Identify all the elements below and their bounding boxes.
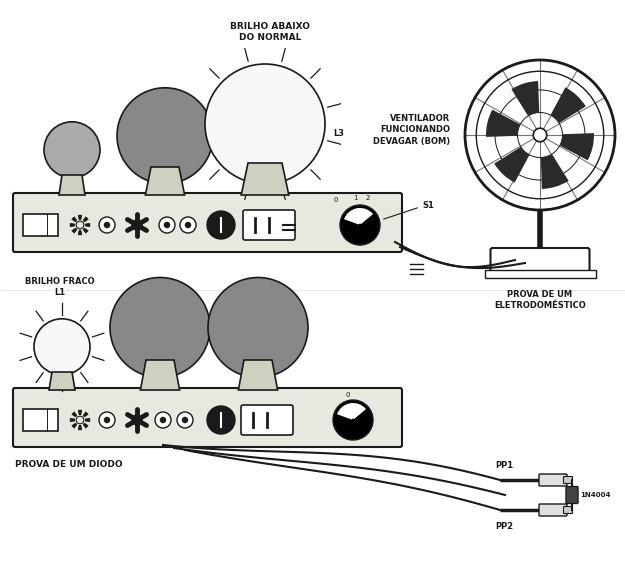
Wedge shape	[486, 109, 520, 137]
Text: PP2: PP2	[495, 522, 513, 531]
Polygon shape	[86, 418, 90, 422]
Circle shape	[132, 415, 142, 425]
Circle shape	[359, 223, 361, 226]
Polygon shape	[78, 410, 82, 415]
Circle shape	[159, 217, 175, 233]
Circle shape	[34, 319, 90, 375]
Circle shape	[99, 217, 115, 233]
Wedge shape	[494, 147, 529, 183]
Bar	[484, 270, 596, 278]
Polygon shape	[83, 423, 88, 428]
FancyBboxPatch shape	[564, 507, 572, 513]
Circle shape	[205, 64, 325, 184]
Polygon shape	[49, 372, 75, 390]
Polygon shape	[78, 425, 82, 430]
Text: PROVA DE UM DIODO: PROVA DE UM DIODO	[15, 460, 123, 469]
Polygon shape	[83, 228, 88, 233]
FancyBboxPatch shape	[243, 210, 295, 240]
Circle shape	[110, 277, 210, 378]
Circle shape	[104, 417, 110, 423]
Polygon shape	[146, 167, 184, 195]
Circle shape	[160, 417, 166, 423]
Circle shape	[132, 220, 142, 230]
Circle shape	[208, 277, 308, 378]
Polygon shape	[72, 423, 77, 428]
Bar	[23, 214, 58, 236]
Polygon shape	[78, 215, 82, 219]
Text: 1: 1	[352, 195, 357, 201]
Text: PP1: PP1	[495, 461, 513, 470]
Circle shape	[155, 412, 171, 428]
Polygon shape	[72, 412, 77, 417]
Circle shape	[533, 128, 547, 142]
Text: 0: 0	[346, 392, 350, 398]
FancyBboxPatch shape	[13, 388, 402, 447]
Text: 0: 0	[334, 197, 338, 203]
Polygon shape	[83, 412, 88, 417]
FancyBboxPatch shape	[13, 193, 402, 252]
Polygon shape	[83, 217, 88, 222]
Wedge shape	[337, 403, 366, 420]
Text: 1N4004: 1N4004	[580, 492, 611, 498]
Wedge shape	[560, 133, 594, 160]
Circle shape	[99, 412, 115, 428]
FancyBboxPatch shape	[539, 504, 567, 516]
Polygon shape	[86, 223, 90, 227]
Circle shape	[117, 88, 213, 184]
Polygon shape	[78, 230, 82, 235]
Wedge shape	[344, 208, 373, 225]
Circle shape	[207, 211, 235, 239]
FancyBboxPatch shape	[491, 248, 589, 272]
Polygon shape	[241, 163, 289, 195]
Polygon shape	[141, 360, 179, 390]
Circle shape	[465, 60, 615, 210]
Text: BRILHO FRACO
L1: BRILHO FRACO L1	[25, 277, 95, 297]
Text: 2: 2	[366, 195, 370, 201]
Circle shape	[180, 217, 196, 233]
Wedge shape	[541, 154, 569, 189]
Circle shape	[333, 400, 373, 440]
FancyBboxPatch shape	[564, 477, 572, 484]
Wedge shape	[511, 81, 539, 116]
Polygon shape	[72, 228, 77, 233]
Circle shape	[177, 412, 193, 428]
Circle shape	[185, 222, 191, 228]
Polygon shape	[72, 217, 77, 222]
Circle shape	[352, 419, 354, 421]
Circle shape	[104, 222, 110, 228]
FancyBboxPatch shape	[566, 486, 578, 504]
Circle shape	[182, 417, 188, 423]
Bar	[23, 409, 58, 431]
Circle shape	[340, 205, 380, 245]
Circle shape	[164, 222, 170, 228]
FancyBboxPatch shape	[241, 405, 293, 435]
FancyBboxPatch shape	[539, 474, 567, 486]
Circle shape	[207, 406, 235, 434]
Polygon shape	[59, 175, 85, 195]
Text: BRILHO ABAIXO
DO NORMAL: BRILHO ABAIXO DO NORMAL	[230, 22, 310, 42]
Text: L3: L3	[333, 129, 344, 139]
Polygon shape	[238, 360, 278, 390]
Text: VENTILADOR
FUNCIONANDO
DEVAGAR (BOM): VENTILADOR FUNCIONANDO DEVAGAR (BOM)	[373, 115, 450, 146]
Text: PROVA DE UM
ELETRODOMÉSTICO: PROVA DE UM ELETRODOMÉSTICO	[494, 290, 586, 310]
Wedge shape	[551, 87, 586, 123]
Polygon shape	[70, 223, 74, 227]
Polygon shape	[70, 418, 74, 422]
Text: S1: S1	[422, 201, 434, 210]
Circle shape	[44, 122, 100, 178]
